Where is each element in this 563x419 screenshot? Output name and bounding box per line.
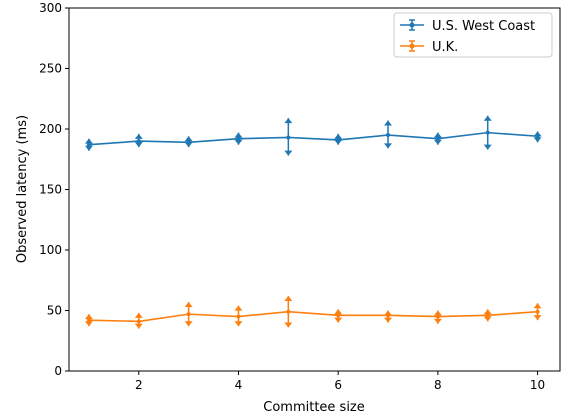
error-cap-up: [134, 312, 143, 318]
error-cap-up: [433, 310, 442, 316]
x-axis-ticks: 2 4 6 8 10: [135, 371, 545, 392]
x-tick-label: 10: [530, 378, 545, 392]
legend-item: U.S. West Coast: [400, 19, 535, 34]
data-point: [136, 139, 141, 144]
data-point: [535, 134, 540, 139]
error-cap-up: [483, 115, 492, 121]
y-axis-title: Observed latency (ms): [15, 115, 30, 263]
data-point: [386, 133, 391, 138]
error-cap-up: [234, 132, 243, 138]
data-point: [286, 309, 291, 314]
error-cap-up: [84, 138, 93, 144]
error-cap-down: [533, 137, 542, 143]
x-tick-label: 8: [434, 378, 442, 392]
error-cap-up: [433, 132, 442, 138]
error-cap-down: [284, 322, 293, 328]
data-point: [236, 136, 241, 141]
error-cap-down: [483, 144, 492, 150]
data-point: [236, 314, 241, 319]
error-cap-down: [483, 316, 492, 322]
y-tick-label: 250: [39, 62, 62, 76]
y-tick-label: 50: [47, 304, 62, 318]
y-axis-ticks: 0 50 100 150 200 250 300: [39, 1, 69, 378]
x-axis-title: Committee size: [263, 400, 365, 415]
error-cap-down: [433, 139, 442, 145]
error-cap-up: [184, 136, 193, 142]
error-cap-up: [284, 118, 293, 124]
legend-swatch-marker: [409, 22, 415, 28]
legend-swatch-marker: [409, 43, 415, 49]
error-cap-down: [134, 142, 143, 148]
x-tick-label: 2: [135, 378, 143, 392]
data-point: [186, 140, 191, 145]
data-point: [535, 309, 540, 314]
error-cap-up: [334, 133, 343, 139]
y-tick-label: 300: [39, 1, 62, 15]
error-cap-up: [533, 303, 542, 309]
error-cap-up: [134, 133, 143, 139]
x-tick-label: 6: [334, 378, 342, 392]
error-cap-down: [284, 150, 293, 156]
data-point: [136, 319, 141, 324]
series-1: [84, 295, 542, 329]
error-cap-down: [184, 321, 193, 327]
data-point: [386, 313, 391, 318]
error-cap-down: [533, 315, 542, 321]
data-point: [86, 142, 91, 147]
error-cap-down: [384, 317, 393, 323]
legend-label: U.K.: [432, 40, 458, 55]
data-point: [485, 313, 490, 318]
y-tick-label: 200: [39, 122, 62, 136]
error-cap-down: [234, 139, 243, 145]
legend-item: U.K.: [400, 40, 458, 55]
error-cap-down: [334, 139, 343, 145]
error-cap-down: [433, 318, 442, 324]
error-cap-down: [184, 142, 193, 148]
data-point: [336, 313, 341, 318]
data-point: [186, 312, 191, 317]
data-point: [435, 314, 440, 319]
legend-label: U.S. West Coast: [432, 19, 535, 34]
series-0: [84, 115, 542, 156]
data-point: [336, 137, 341, 142]
error-cap-up: [334, 309, 343, 315]
error-cap-down: [234, 321, 243, 327]
series-layer: [84, 115, 542, 329]
y-tick-label: 150: [39, 183, 62, 197]
legend: U.S. West Coast U.K.: [393, 12, 553, 58]
error-cap-up: [234, 305, 243, 311]
legend-box: [393, 12, 553, 58]
error-cap-up: [384, 120, 393, 126]
error-cap-down: [84, 321, 93, 327]
error-cap-down: [334, 317, 343, 323]
error-cap-down: [84, 145, 93, 151]
error-cap-up: [483, 309, 492, 315]
data-point: [286, 135, 291, 140]
data-point: [485, 130, 490, 135]
y-tick-label: 100: [39, 243, 62, 257]
error-cap-up: [284, 295, 293, 301]
data-point: [435, 136, 440, 141]
x-tick-label: 4: [235, 378, 243, 392]
series-line: [88, 131, 538, 146]
data-point: [86, 318, 91, 323]
error-cap-down: [384, 143, 393, 149]
series-line: [88, 310, 538, 323]
error-cap-up: [184, 302, 193, 308]
error-cap-down: [134, 323, 143, 329]
error-cap-up: [533, 131, 542, 137]
error-cap-up: [384, 310, 393, 316]
y-tick-label: 0: [54, 364, 62, 378]
error-cap-up: [84, 314, 93, 320]
